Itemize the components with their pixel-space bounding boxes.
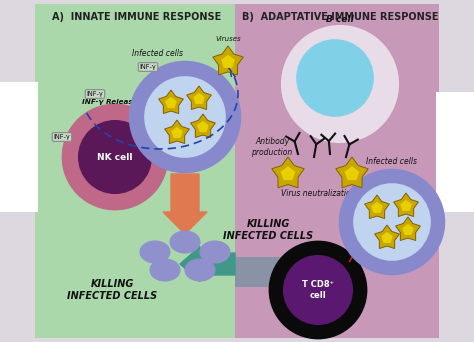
Ellipse shape <box>185 259 215 281</box>
Text: INF-γ: INF-γ <box>140 64 156 70</box>
Ellipse shape <box>150 259 180 281</box>
Circle shape <box>270 242 366 338</box>
Text: Virus neutralization: Virus neutralization <box>281 189 355 198</box>
Text: B cell: B cell <box>326 15 354 25</box>
Text: INF-γ: INF-γ <box>54 134 70 140</box>
Circle shape <box>145 77 225 157</box>
Circle shape <box>79 121 151 193</box>
FancyBboxPatch shape <box>35 4 235 338</box>
Text: A)  INNATE IMMUNE RESPONSE: A) INNATE IMMUNE RESPONSE <box>52 12 222 22</box>
Circle shape <box>354 184 430 260</box>
Polygon shape <box>198 122 208 131</box>
Polygon shape <box>403 225 413 234</box>
Ellipse shape <box>170 231 200 253</box>
Polygon shape <box>282 167 294 180</box>
Polygon shape <box>401 201 411 210</box>
Text: Infected cells: Infected cells <box>366 157 418 166</box>
Polygon shape <box>374 225 400 249</box>
FancyBboxPatch shape <box>0 82 38 212</box>
Polygon shape <box>187 86 211 109</box>
Polygon shape <box>336 157 368 188</box>
Ellipse shape <box>200 241 230 263</box>
Circle shape <box>284 256 352 324</box>
Polygon shape <box>166 98 176 107</box>
Text: T CD8⁺
cell: T CD8⁺ cell <box>302 280 334 300</box>
Polygon shape <box>372 203 382 212</box>
Polygon shape <box>396 217 420 240</box>
Polygon shape <box>164 120 190 144</box>
FancyArrow shape <box>163 174 207 234</box>
Polygon shape <box>272 157 304 188</box>
Text: INF-γ: INF-γ <box>87 91 103 97</box>
Text: KILLING
INFECTED CELLS: KILLING INFECTED CELLS <box>67 279 157 301</box>
FancyBboxPatch shape <box>436 92 474 212</box>
Polygon shape <box>172 128 182 137</box>
Circle shape <box>130 62 240 172</box>
FancyBboxPatch shape <box>235 257 315 287</box>
Ellipse shape <box>140 241 170 263</box>
Circle shape <box>282 26 398 142</box>
Polygon shape <box>194 94 204 103</box>
Polygon shape <box>382 233 392 242</box>
Circle shape <box>340 170 444 274</box>
Circle shape <box>63 105 167 209</box>
Polygon shape <box>346 167 358 180</box>
Circle shape <box>297 40 373 116</box>
Polygon shape <box>393 193 419 216</box>
Polygon shape <box>222 56 234 67</box>
Polygon shape <box>159 90 183 114</box>
Text: Viruses: Viruses <box>215 36 241 42</box>
Polygon shape <box>365 195 389 219</box>
Text: Antibody
production: Antibody production <box>251 137 292 157</box>
Text: MHC-I: MHC-I <box>363 252 382 258</box>
Text: INF-γ Release: INF-γ Release <box>82 99 138 105</box>
Text: B)  ADAPTATIVE IMMUNE RESPONSE: B) ADAPTATIVE IMMUNE RESPONSE <box>242 12 438 22</box>
Polygon shape <box>191 114 215 137</box>
Text: KILLING
INFECTED CELLS: KILLING INFECTED CELLS <box>223 219 313 241</box>
Text: Infected cells: Infected cells <box>133 49 183 58</box>
Text: NK cell: NK cell <box>97 153 133 161</box>
Polygon shape <box>213 46 243 75</box>
FancyArrow shape <box>180 247 235 281</box>
FancyBboxPatch shape <box>235 4 439 338</box>
